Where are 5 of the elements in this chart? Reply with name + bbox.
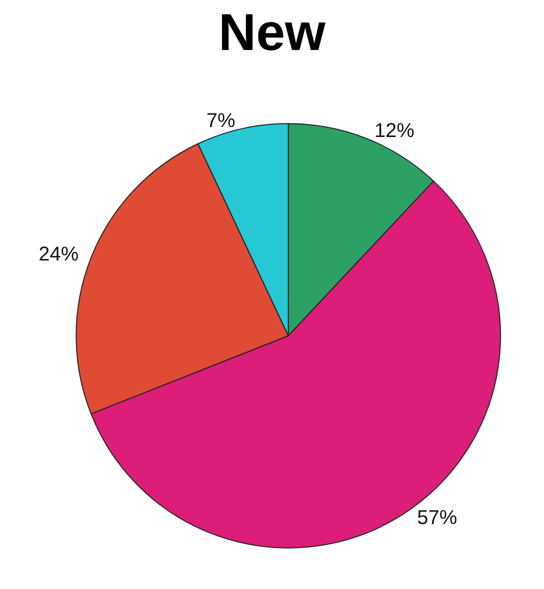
data-label: 57%: [417, 506, 458, 529]
chart-title: New: [218, 4, 326, 62]
data-label: 7%: [206, 110, 236, 132]
data-label: 24%: [38, 244, 79, 266]
data-label: 12%: [374, 120, 415, 142]
